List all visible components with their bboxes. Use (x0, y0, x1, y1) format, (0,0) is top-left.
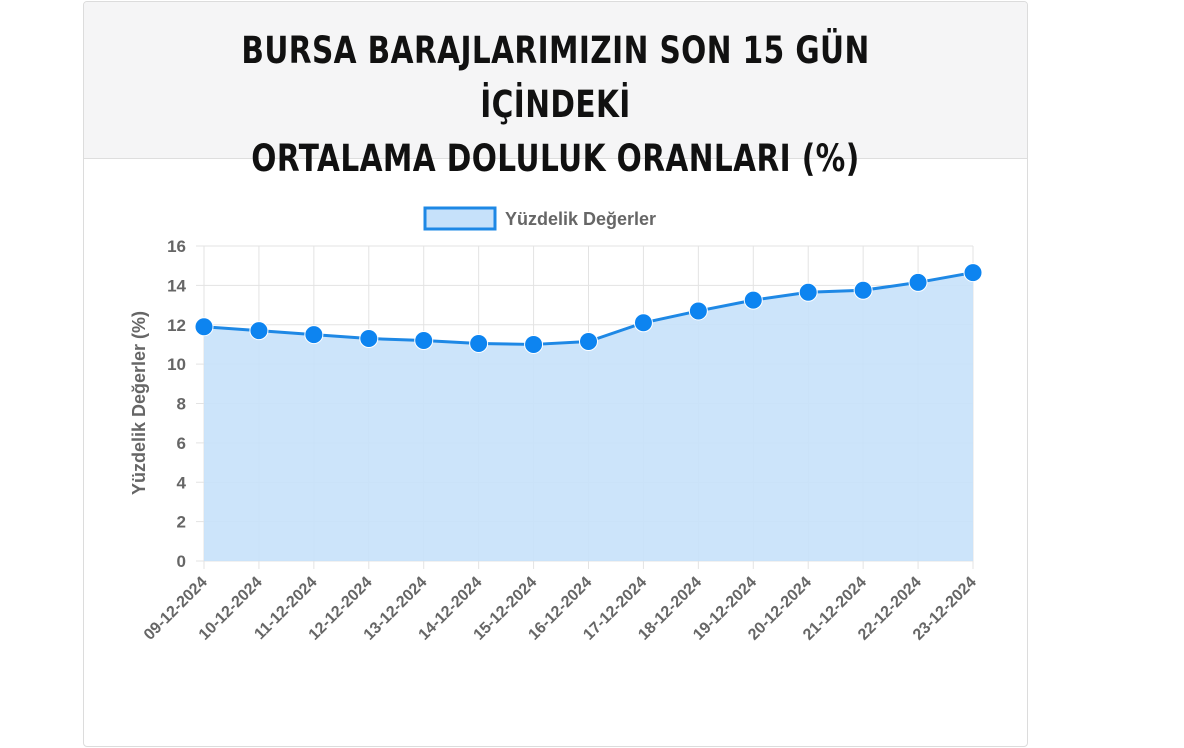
title-line-2: ORTALAMA DOLULUK ORANLARI (%) (251, 137, 860, 180)
data-point[interactable] (688, 301, 708, 321)
area-fill (204, 272, 973, 561)
y-tick-label: 10 (167, 355, 186, 374)
chart-area-fill (204, 272, 973, 561)
y-tick-label: 0 (177, 552, 186, 571)
y-tick-label: 8 (177, 395, 186, 414)
chart-points (194, 263, 983, 354)
chart-legend[interactable]: Yüzdelik Değerler (423, 206, 656, 231)
data-point[interactable] (304, 325, 324, 345)
data-point[interactable] (359, 329, 379, 349)
legend-label[interactable]: Yüzdelik Değerler (505, 209, 656, 229)
data-point[interactable] (194, 317, 214, 337)
data-point[interactable] (469, 333, 489, 353)
y-axis-ticks: 0 2 4 6 8 10 12 14 16 (167, 237, 186, 571)
data-point[interactable] (579, 331, 598, 351)
x-axis-ticks: 09-12-202410-12-202411-12-202412-12-2024… (141, 574, 980, 644)
title-line-1: BURSA BARAJLARIMIZIN SON 15 GÜN İÇİNDEKİ (241, 29, 870, 126)
y-tick-label: 12 (167, 316, 186, 335)
data-point[interactable] (414, 331, 434, 350)
card-header: BURSA BARAJLARIMIZIN SON 15 GÜN İÇİNDEKİ… (84, 2, 1027, 180)
y-tick-label: 16 (167, 237, 186, 256)
data-point[interactable] (798, 282, 818, 302)
page-title: BURSA BARAJLARIMIZIN SON 15 GÜN İÇİNDEKİ… (178, 24, 932, 186)
y-axis-label: Yüzdelik Değerler (%) (129, 311, 149, 495)
y-tick-label: 6 (177, 434, 186, 453)
data-point[interactable] (908, 272, 928, 292)
legend-swatch[interactable] (423, 206, 497, 231)
data-point[interactable] (633, 313, 653, 333)
data-point[interactable] (743, 290, 763, 310)
data-point[interactable] (853, 280, 873, 300)
data-point[interactable] (524, 334, 544, 354)
y-tick-label: 2 (177, 513, 186, 532)
y-tick-label: 4 (177, 473, 187, 492)
data-point[interactable] (963, 263, 983, 283)
y-tick-label: 14 (167, 276, 186, 295)
data-point[interactable] (249, 321, 269, 341)
